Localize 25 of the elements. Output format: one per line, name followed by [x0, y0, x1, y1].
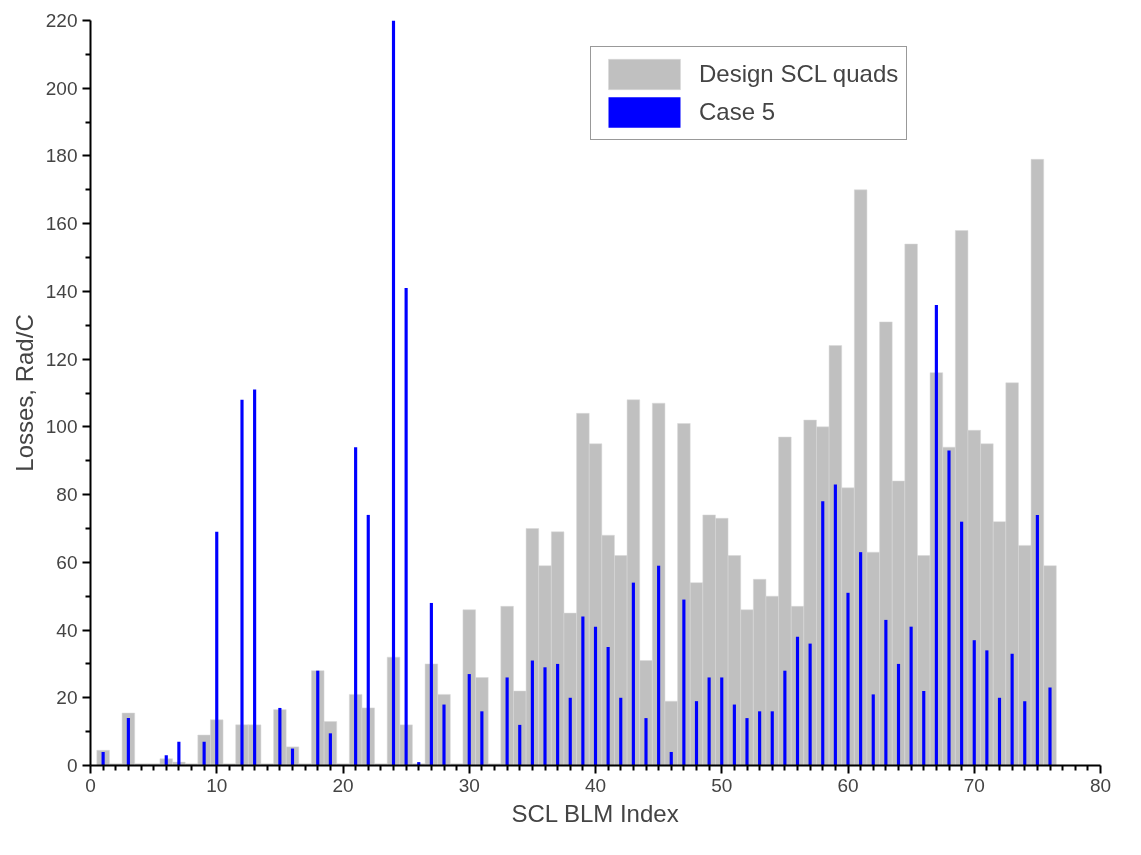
x-tick-label: 50: [711, 774, 733, 796]
y-tick-label: 180: [45, 145, 78, 167]
y-tick-label: 140: [45, 280, 78, 302]
x-tick-label: 80: [1089, 774, 1112, 796]
y-tick-label: 200: [45, 77, 78, 99]
x-tick-label: 0: [85, 774, 96, 796]
x-axis-title: SCL BLM Index: [511, 799, 679, 827]
y-axis-title: Losses, Rad/C: [10, 314, 38, 472]
x-tick-label: 30: [458, 774, 480, 796]
y-tick-label: 20: [56, 687, 78, 709]
x-tick-label: 70: [963, 774, 985, 796]
y-tick-label: 120: [45, 348, 78, 370]
y-tick-label: 40: [56, 619, 78, 641]
x-tick-label: 40: [584, 774, 607, 796]
y-tick-label: 0: [66, 755, 78, 776]
x-tick-label: 60: [837, 774, 859, 796]
y-tick-label: 60: [56, 551, 78, 573]
y-tick-label: 220: [45, 10, 78, 31]
y-tick-label: 80: [56, 484, 78, 506]
x-tick-label: 20: [332, 774, 354, 796]
legend-label: Case 5: [699, 97, 776, 127]
y-tick-label: 160: [45, 213, 78, 235]
legend-label: Design SCL quads: [699, 59, 899, 89]
y-tick-label: 100: [45, 416, 78, 438]
x-tick-label: 10: [206, 774, 228, 796]
